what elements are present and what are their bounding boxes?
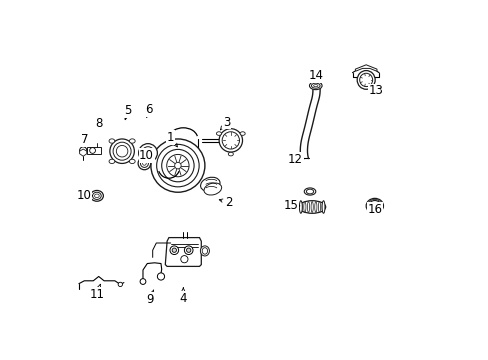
Ellipse shape (368, 201, 380, 211)
Ellipse shape (200, 246, 209, 256)
Circle shape (80, 147, 87, 154)
Ellipse shape (144, 149, 151, 157)
Circle shape (140, 279, 145, 284)
Ellipse shape (140, 159, 148, 167)
Ellipse shape (139, 144, 157, 162)
Text: 6: 6 (144, 103, 152, 117)
Ellipse shape (310, 202, 313, 212)
Ellipse shape (356, 71, 374, 89)
Circle shape (172, 248, 176, 252)
Ellipse shape (240, 132, 244, 135)
Ellipse shape (303, 202, 305, 212)
Ellipse shape (309, 82, 322, 90)
Polygon shape (80, 149, 87, 156)
Text: 9: 9 (146, 290, 154, 306)
Ellipse shape (92, 192, 101, 199)
Text: 2: 2 (219, 196, 232, 209)
Text: 5: 5 (123, 104, 131, 120)
Text: 13: 13 (368, 84, 383, 97)
Ellipse shape (200, 177, 220, 192)
Ellipse shape (366, 198, 383, 213)
Text: 15: 15 (283, 199, 299, 212)
Polygon shape (165, 238, 201, 266)
Ellipse shape (90, 190, 103, 201)
Ellipse shape (156, 144, 199, 187)
Ellipse shape (138, 157, 150, 170)
Text: 10: 10 (77, 189, 92, 202)
Ellipse shape (202, 248, 207, 254)
Circle shape (118, 282, 122, 287)
Circle shape (157, 273, 164, 280)
Ellipse shape (306, 189, 313, 194)
Ellipse shape (203, 183, 221, 195)
Ellipse shape (228, 152, 233, 156)
Polygon shape (87, 147, 101, 154)
Ellipse shape (300, 202, 302, 212)
Ellipse shape (304, 188, 315, 195)
Ellipse shape (166, 154, 189, 177)
Ellipse shape (299, 201, 302, 213)
Text: 12: 12 (287, 153, 303, 166)
Text: 11: 11 (89, 284, 104, 301)
Text: 4: 4 (179, 288, 187, 305)
Ellipse shape (318, 202, 320, 212)
Circle shape (89, 148, 95, 153)
Ellipse shape (151, 139, 204, 192)
Ellipse shape (129, 139, 135, 143)
Ellipse shape (307, 202, 309, 212)
Polygon shape (355, 65, 376, 71)
Ellipse shape (311, 83, 320, 88)
Ellipse shape (109, 139, 115, 143)
Ellipse shape (222, 132, 239, 149)
Text: 1: 1 (166, 131, 177, 147)
Ellipse shape (116, 145, 127, 157)
Circle shape (184, 246, 193, 255)
Ellipse shape (322, 202, 324, 212)
Ellipse shape (322, 201, 325, 213)
Ellipse shape (110, 139, 134, 163)
Ellipse shape (113, 142, 131, 160)
Ellipse shape (174, 162, 181, 169)
Ellipse shape (298, 201, 325, 213)
Ellipse shape (359, 73, 372, 87)
Text: 7: 7 (81, 133, 88, 146)
Text: 8: 8 (96, 117, 103, 130)
Ellipse shape (142, 162, 146, 165)
Text: 16: 16 (366, 202, 382, 216)
Ellipse shape (129, 159, 135, 163)
Ellipse shape (370, 203, 378, 209)
Text: 14: 14 (308, 69, 324, 83)
Circle shape (181, 256, 187, 263)
Circle shape (170, 246, 178, 255)
Text: 3: 3 (220, 116, 230, 130)
Ellipse shape (94, 194, 99, 198)
Ellipse shape (314, 202, 316, 212)
Ellipse shape (313, 85, 317, 87)
Ellipse shape (216, 132, 221, 135)
Ellipse shape (109, 159, 115, 163)
Ellipse shape (219, 129, 242, 152)
Ellipse shape (162, 149, 194, 182)
Text: 10: 10 (139, 149, 154, 163)
Ellipse shape (142, 147, 154, 159)
Circle shape (186, 248, 190, 252)
